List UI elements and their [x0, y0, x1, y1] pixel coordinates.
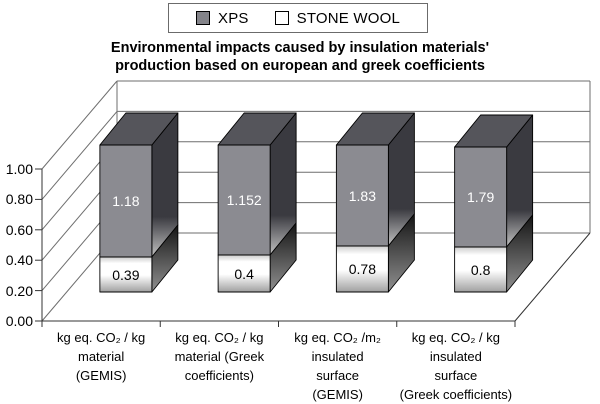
xps-swatch-icon: [195, 11, 210, 25]
chart-title-line-1: Environmental impacts caused by insulati…: [110, 40, 490, 56]
y-axis-tick-label: 0.00: [5, 313, 33, 329]
bar-stone-wool-value-label: 0.4: [234, 265, 254, 282]
bar-xps-front-face: [335, 144, 389, 247]
bar-stone-wool-front-face: [335, 245, 389, 293]
legend-label-xps: XPS: [217, 9, 249, 27]
left-wall-gridline: [41, 80, 118, 170]
legend-box: XPS STONE WOOL: [168, 3, 428, 33]
bar-3: [335, 112, 415, 293]
legend-item-xps: XPS: [195, 9, 249, 27]
bar-stone-wool-front-face: [217, 254, 271, 293]
y-axis-tick-label: 0.80: [5, 191, 33, 208]
y-axis-tick-label: 1.00: [5, 161, 33, 177]
x-axis-category-label: kg eq. CO₂ / kg insulated surface (Greek…: [399, 330, 513, 402]
floor-right-edge: [514, 232, 591, 322]
legend-item-stone-wool: STONE WOOL: [274, 9, 401, 27]
bar-xps-value-label: 1.18: [112, 193, 140, 209]
x-axis-category-label: kg eq. CO₂ / kg material (Greek coeffici…: [174, 330, 265, 383]
bar-stone-wool-front-face: [99, 256, 153, 293]
bar-stone-wool-value-label: 0.39: [112, 266, 140, 283]
bar-stone-wool-value-label: 0.8: [470, 261, 491, 278]
chart-title: Environmental impacts caused by insulati…: [0, 39, 600, 75]
bar-stone-wool-value-label: 0.78: [348, 261, 376, 277]
bar-xps-value-label: 1.79: [467, 189, 495, 205]
stone-wool-swatch-icon: [274, 11, 289, 25]
bars-group: [99, 112, 534, 293]
y-axis-tick-label: 0.60: [5, 221, 33, 238]
legend-label-stone-wool: STONE WOOL: [296, 9, 401, 27]
left-wall-gridline: [41, 111, 118, 200]
y-axis-tick-label: 0.20: [5, 282, 33, 299]
x-axis-category-label: kg eq. CO₂ / kg material (GEMIS): [57, 330, 146, 383]
chart-title-line-2: production based on european and greek c…: [115, 58, 485, 74]
bar-1: [99, 112, 179, 293]
bar-xps-value-label: 1.152: [226, 192, 262, 208]
bar-xps-value-label: 1.83: [348, 187, 376, 204]
x-axis-category-label: kg eq. CO₂ /m₂ insulated surface (GEMIS): [294, 330, 381, 402]
y-axis-tick-label: 0.40: [5, 252, 33, 269]
bar-xps-front-face: [99, 144, 153, 258]
bar-stone-wool-front-face: [454, 246, 508, 293]
bar-4: [454, 114, 534, 293]
bar-2: [217, 112, 297, 293]
